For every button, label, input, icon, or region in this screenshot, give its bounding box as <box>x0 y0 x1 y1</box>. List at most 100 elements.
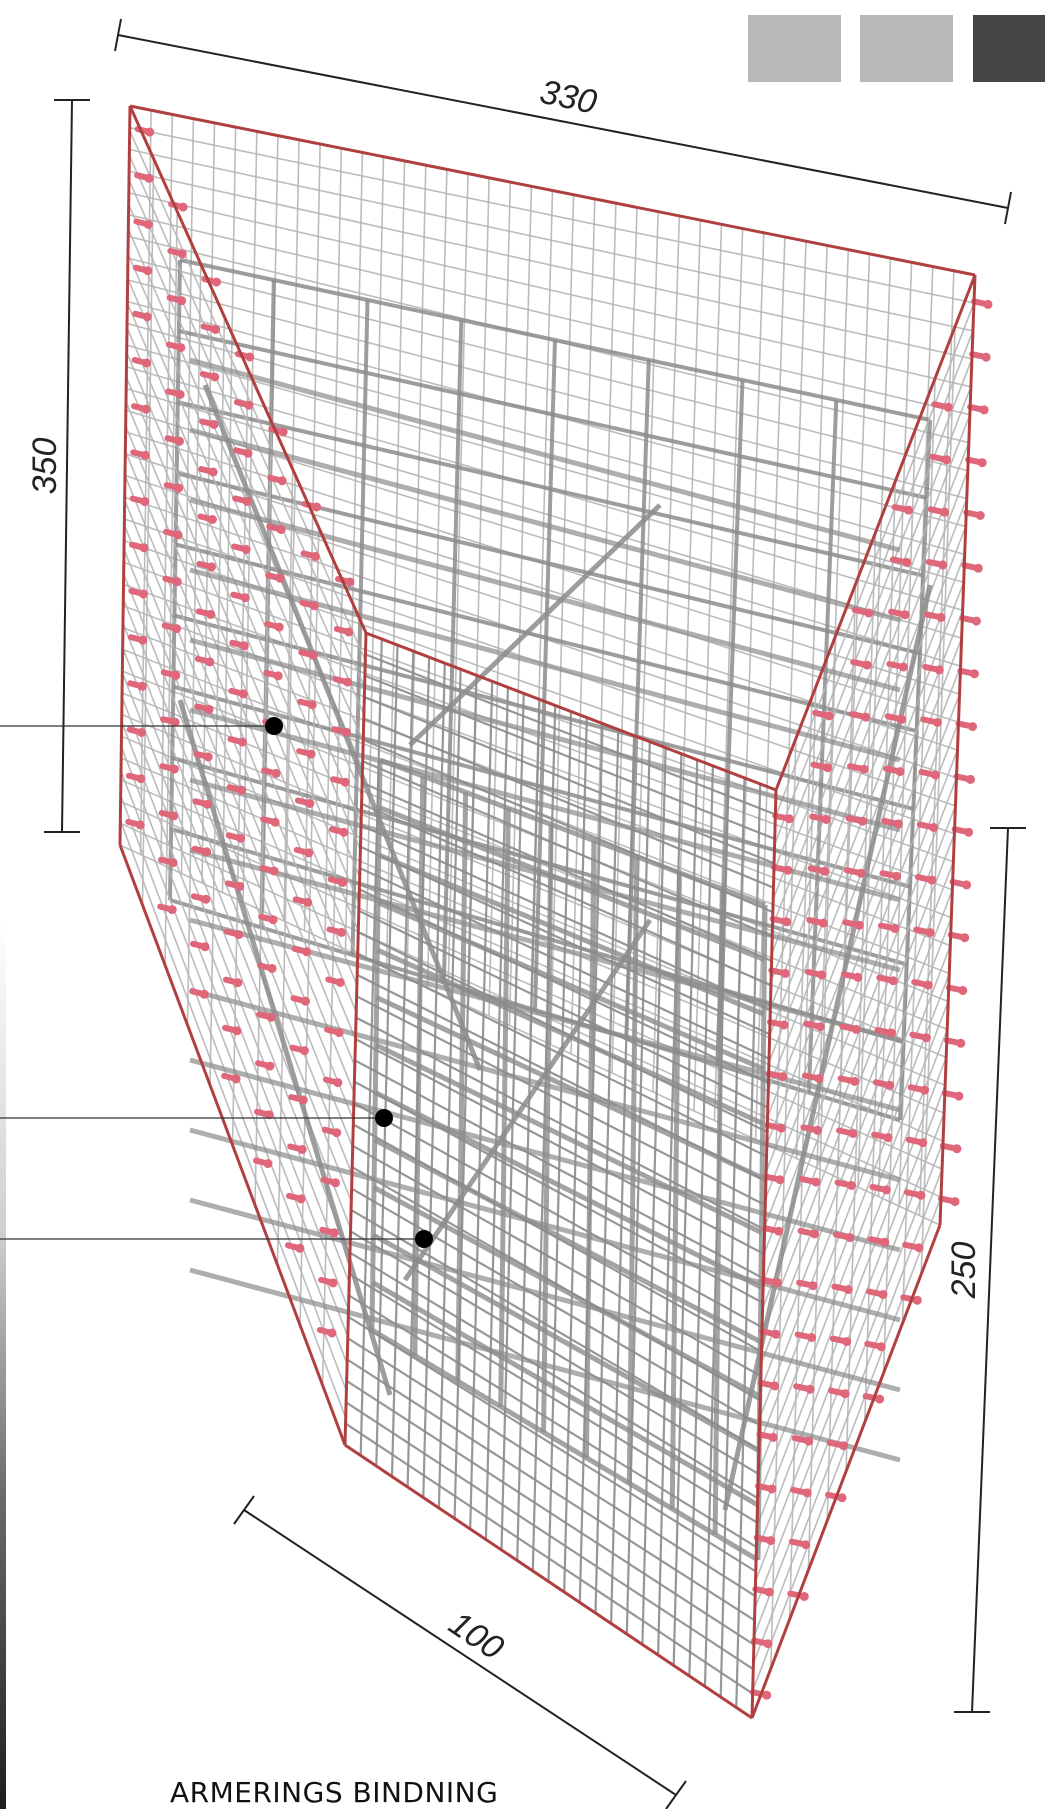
front-mesh-hbar <box>353 1102 763 1329</box>
right-mesh-hbar <box>763 749 959 1255</box>
anchor-stud-right-head <box>929 823 939 832</box>
anchor-stud-left-head <box>207 515 217 524</box>
anchor-stud-left-head <box>145 127 155 137</box>
anchor-stud-left-head <box>303 897 313 907</box>
anchor-stud-right-head <box>767 1484 777 1494</box>
anchor-stud-left-head <box>203 752 213 762</box>
anchor-stud-left-head <box>270 817 280 827</box>
left-mesh-hbar <box>124 450 357 1013</box>
anchor-stud-right-head <box>943 402 953 412</box>
back-main-hbar <box>171 755 908 967</box>
anchor-stud-left-head <box>304 848 314 858</box>
anchor-stud-right-head <box>807 1333 817 1342</box>
anchor-stud-right-head <box>940 507 950 517</box>
cage-outline <box>118 104 977 1720</box>
front-mesh-hbar <box>354 1038 765 1255</box>
anchor-stud-left-head <box>309 601 319 611</box>
callout-marker-3[interactable] <box>415 1230 433 1248</box>
anchor-stud-right-head <box>799 1592 809 1601</box>
front-main-hbar <box>370 1327 760 1563</box>
anchor-stud-left-head <box>241 545 251 554</box>
dimension-label-right: 250 <box>945 1242 983 1300</box>
anchor-stud-right-head <box>764 1587 774 1597</box>
back-main-hbar <box>172 684 911 889</box>
front-mesh-hbar <box>357 952 767 1158</box>
anchor-stud-left-head <box>172 624 182 634</box>
dimension-line-top <box>117 34 1009 209</box>
anchor-stud-right-head <box>840 1389 850 1399</box>
back-mesh-hbar <box>126 322 965 556</box>
swatch-light-gray-2[interactable] <box>860 15 953 82</box>
anchor-stud-right-head <box>837 1493 847 1503</box>
dimension-line-top-tick <box>114 18 122 52</box>
dimension-label-left: 350 <box>26 438 64 495</box>
swatch-light-gray[interactable] <box>748 15 841 82</box>
cage-outline-edge <box>118 844 347 1446</box>
front-mesh-hbar <box>354 1059 764 1280</box>
anchor-stud-left-head <box>240 593 250 603</box>
anchor-stud-right-head <box>772 1278 782 1288</box>
anchor-stud-right-head <box>821 815 831 824</box>
anchor-stud-left-head <box>245 352 255 362</box>
anchor-stud-right-head <box>902 557 912 567</box>
anchor-stud-right-head <box>938 560 948 570</box>
anchor-stud-right-head <box>862 660 872 670</box>
anchor-stud-left-head <box>173 530 183 540</box>
anchor-stud-left-head <box>233 978 243 988</box>
diagonal-bar-right <box>722 584 933 1511</box>
anchor-stud-left-head <box>137 681 147 691</box>
anchor-stud-right-head <box>918 1138 928 1148</box>
left-mesh-hbar <box>124 425 358 986</box>
anchor-stud-right-head <box>779 1020 789 1030</box>
anchor-stud-right-head <box>923 980 933 990</box>
back-mesh-hbar <box>125 409 961 667</box>
anchor-stud-left-head <box>208 467 218 477</box>
anchor-stud-right-head <box>888 976 898 986</box>
back-main-vbar <box>533 339 557 1011</box>
front-mesh-hbar <box>362 760 773 938</box>
anchor-stud-left-head <box>264 1110 274 1120</box>
swatch-dark-gray[interactable] <box>973 15 1045 82</box>
right-mesh-hbar <box>765 665 962 1173</box>
anchor-stud-left-head <box>168 858 178 868</box>
cage-outline-edge <box>774 274 977 791</box>
dimension-lines <box>44 18 1026 1809</box>
through-bar <box>189 497 901 693</box>
left-mesh-hbar <box>128 130 367 661</box>
right-mesh-hbar <box>764 693 961 1200</box>
left-mesh-hbar <box>126 302 362 850</box>
back-main-hbar <box>178 329 928 500</box>
right-mesh-hbar <box>752 1168 943 1664</box>
anchor-stud-right-head <box>771 1329 781 1339</box>
anchor-stud-left-head <box>138 589 148 599</box>
anchor-stud-left-head <box>176 343 186 353</box>
dimension-line-top-tick <box>1004 191 1012 225</box>
through-bar <box>189 427 901 623</box>
front-mesh-hbar <box>352 1144 762 1378</box>
back-main-hbar <box>176 471 921 656</box>
dimension-line-left <box>61 99 73 833</box>
anchor-stud-left-head <box>140 450 150 460</box>
anchor-stud-left-head <box>206 609 216 619</box>
anchor-stud-left-head <box>299 1046 309 1056</box>
back-mesh-hbar <box>127 257 968 472</box>
anchor-stud-left-head <box>302 947 312 957</box>
anchor-stud-right-head <box>880 1237 890 1247</box>
anchor-stud-right-head <box>962 880 972 890</box>
anchor-stud-right-head <box>776 1123 786 1133</box>
anchor-stud-left-head <box>333 1078 343 1088</box>
front-main-hbar <box>377 900 765 1072</box>
callout-marker-1[interactable] <box>265 717 283 735</box>
anchor-stud-right-head <box>780 968 790 978</box>
right-mesh-hbar <box>773 358 973 873</box>
anchor-stud-right-head <box>892 871 902 881</box>
right-mesh-hbar <box>768 554 966 1064</box>
anchor-stud-right-head <box>784 814 794 824</box>
anchor-stud-left-head <box>135 820 145 830</box>
callout-marker-2[interactable] <box>375 1109 393 1127</box>
anchor-stud-right-head <box>936 612 946 622</box>
left-mesh-hbar <box>127 204 364 742</box>
through-bar <box>189 1057 901 1253</box>
anchor-stud-right-head <box>883 1133 893 1143</box>
